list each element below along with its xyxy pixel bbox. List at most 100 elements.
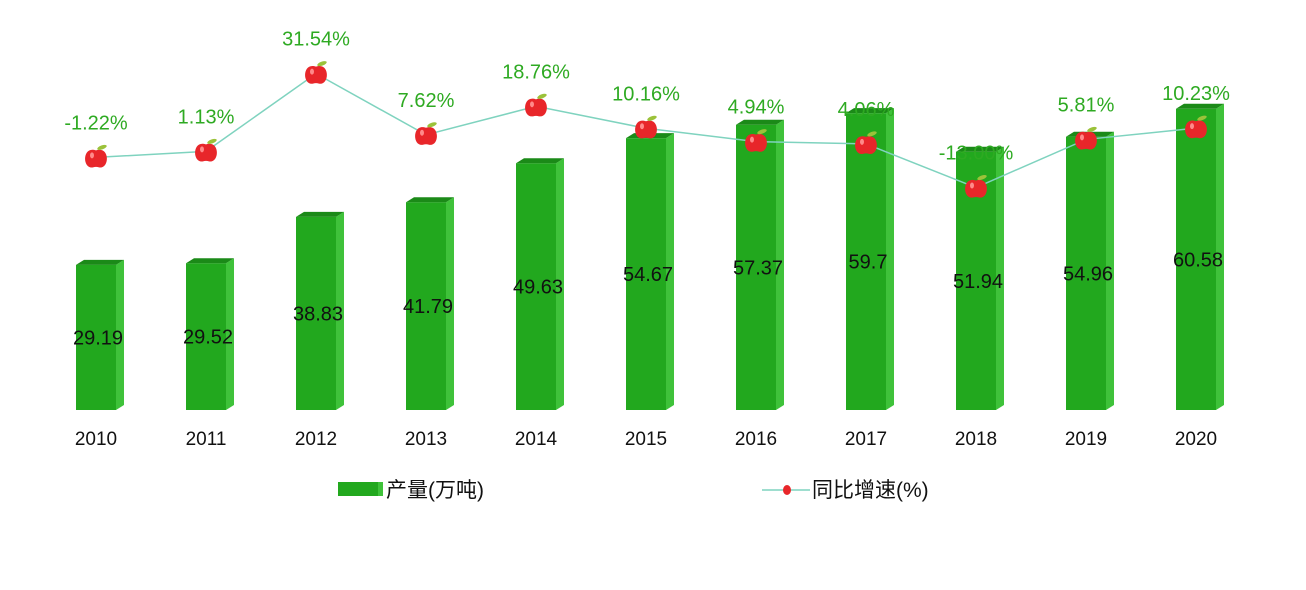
apple-icon[interactable] [965,174,987,198]
apple-highlight [1190,123,1194,130]
bar-top [1176,103,1224,109]
apple-leaf [427,122,437,128]
apple-icon[interactable] [85,144,107,168]
apple-icon[interactable] [855,130,877,155]
bar-value-label: 41.79 [403,296,453,318]
bar-2012[interactable] [296,211,344,410]
apple-icon[interactable] [635,115,657,139]
bar-2019[interactable] [1066,131,1114,410]
apple-body [305,65,327,84]
apple-highlight [200,146,204,153]
apple-icon[interactable] [415,121,437,145]
bar-value-label: 49.63 [513,277,563,299]
bar-front [736,124,776,410]
bar-top [186,258,234,264]
bar-2016[interactable] [736,119,784,410]
x-tick-label: 2019 [1065,429,1107,450]
bar-top [956,146,1004,152]
bar-2015[interactable] [626,133,674,410]
growth-value-label: 4.06% [838,99,895,121]
growth-value-label: -13.00% [939,143,1014,165]
apple-icon[interactable] [745,128,767,152]
bar-value-label: 54.96 [1063,263,1113,285]
apple-body [1075,131,1097,150]
bar-2011[interactable] [186,258,234,410]
bar-top [296,211,344,217]
x-tick-label: 2013 [405,429,447,450]
apple-body [85,149,107,168]
bar-side [996,146,1004,410]
growth-value-label: 10.23% [1162,83,1230,105]
legend-bar-swatch [338,482,378,496]
apple-highlight [90,152,94,159]
bar-side [666,133,674,410]
apple-leaf [757,129,767,135]
bar-value-label: 29.19 [73,327,123,349]
bar-side [446,197,454,410]
bar-front [516,163,556,410]
bar-value-label: 54.67 [623,264,673,286]
x-tick-label: 2020 [1175,429,1217,450]
growth-value-label: 7.62% [398,90,455,112]
apple-icon[interactable] [525,93,547,117]
apple-body [745,133,767,152]
bar-2013[interactable] [406,197,454,410]
x-tick-label: 2010 [75,429,117,450]
apple-icon[interactable] [195,138,217,162]
bar-top [76,259,124,265]
apple-highlight [420,129,424,136]
legend-item-growth[interactable]: 同比增速(%) [762,479,929,502]
growth-value-label: 1.13% [178,106,235,128]
bar-value-label: 38.83 [293,303,343,325]
bar-2014[interactable] [516,158,564,410]
apple-body [855,136,877,155]
apple-highlight [1080,134,1084,141]
growth-value-label: 4.94% [728,97,785,119]
legend-item-production[interactable]: 产量(万吨) [338,479,484,502]
apple-leaf [537,93,547,99]
bar-front [1066,136,1106,410]
apple-leaf [317,61,327,67]
bar-front [846,113,886,411]
apple-leaf [1197,115,1207,121]
growth-value-label: 5.81% [1058,94,1115,116]
apple-icon[interactable] [1075,126,1097,150]
apple-highlight [750,136,754,143]
bar-top [736,119,784,125]
apple-highlight [860,138,864,145]
growth-value-label: -1.22% [64,112,128,134]
apple-body [1185,120,1207,139]
apple-icon[interactable] [1185,115,1207,139]
bar-value-label: 59.7 [849,252,888,274]
bar-side [336,211,344,410]
bar-front [626,138,666,410]
apple-icon[interactable] [305,60,327,84]
bar-2017[interactable] [846,108,894,411]
x-tick-label: 2016 [735,429,777,450]
growth-value-label: 18.76% [502,61,570,83]
apple-body [525,98,547,117]
bar-top [846,108,894,114]
bar-2010[interactable] [76,259,124,410]
bar-2020[interactable] [1176,103,1224,410]
legend-label-growth: 同比增速(%) [812,479,929,502]
apple-icon [783,485,791,495]
bar-value-label: 51.94 [953,271,1003,293]
apple-leaf [207,138,217,144]
apple-leaf [867,131,877,137]
bar-side [1216,103,1224,410]
x-tick-label: 2012 [295,429,337,450]
bar-side [116,259,124,410]
bar-top [406,197,454,203]
x-tick-label: 2011 [186,429,227,450]
bar-value-label: 29.52 [183,327,233,349]
apple-leaf [647,115,657,121]
legend-bar-swatch-side [378,482,383,496]
x-tick-label: 2017 [845,429,887,450]
bar-value-label: 60.58 [1173,249,1223,271]
apple-highlight [530,101,534,108]
apple-leaf [97,144,107,150]
growth-value-label: 10.16% [612,83,680,105]
x-tick-label: 2015 [625,429,667,450]
bar-top [516,158,564,164]
